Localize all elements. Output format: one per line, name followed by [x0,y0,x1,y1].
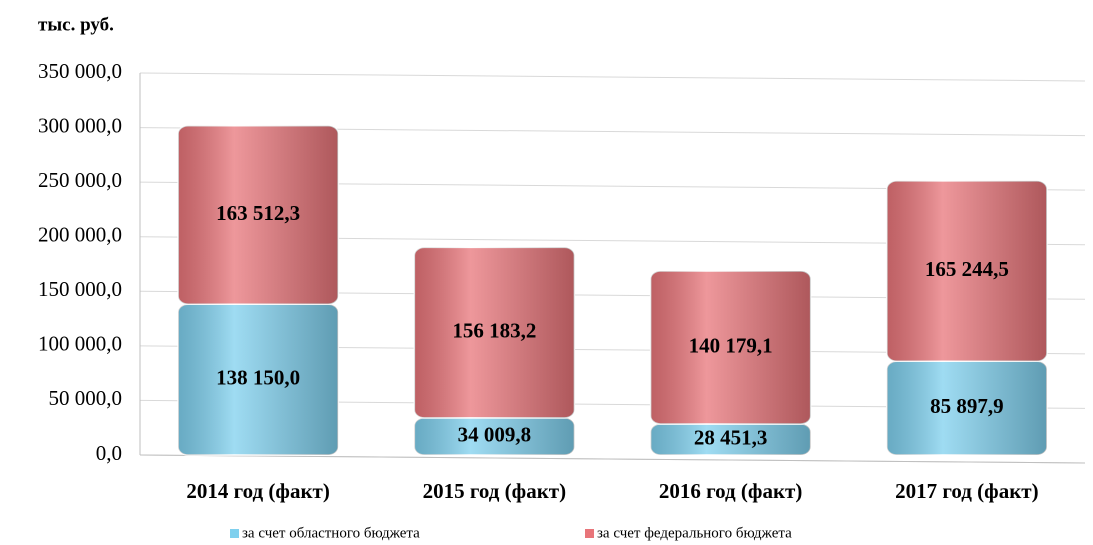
y-tick-label: 150 000,0 [38,277,122,301]
y-axis-label: тыс. руб. [38,14,114,35]
bar-shade [178,304,339,455]
legend-label: за счет областного бюджета [242,525,420,541]
value-label: 138 150,0 [216,365,300,389]
bar-shade [650,270,811,424]
value-label: 163 512,3 [216,201,300,225]
y-tick-label: 0,0 [96,441,122,465]
value-label: 34 009,8 [458,422,532,446]
grid-line [139,72,1086,82]
legend-label: за счет федерального бюджета [597,525,792,541]
value-label: 165 244,5 [925,257,1009,281]
value-label: 85 897,9 [930,394,1004,418]
y-tick-label: 50 000,0 [49,386,123,410]
legend-swatch [585,529,594,538]
value-label: 28 451,3 [694,425,768,449]
bar-shade [414,417,575,455]
bar-shade [886,361,1047,455]
value-label: 156 183,2 [452,318,536,342]
x-tick-label: 2016 год (факт) [659,479,802,503]
bar-shade [178,125,339,305]
y-tick-label: 300 000,0 [38,113,122,137]
bar-shade [650,423,811,455]
y-tick-label: 200 000,0 [38,223,122,247]
y-tick-label: 350 000,0 [38,59,122,83]
y-tick-label: 250 000,0 [38,168,122,192]
x-axis [139,454,1086,464]
x-tick-label: 2017 год (факт) [895,479,1038,503]
x-tick-label: 2014 год (факт) [186,479,329,503]
legend-swatch [230,529,239,538]
bar-shade [414,247,575,418]
y-tick-label: 100 000,0 [38,332,122,356]
x-tick-label: 2015 год (факт) [423,479,566,503]
bar-shade [886,180,1047,362]
value-label: 140 179,1 [689,333,773,357]
